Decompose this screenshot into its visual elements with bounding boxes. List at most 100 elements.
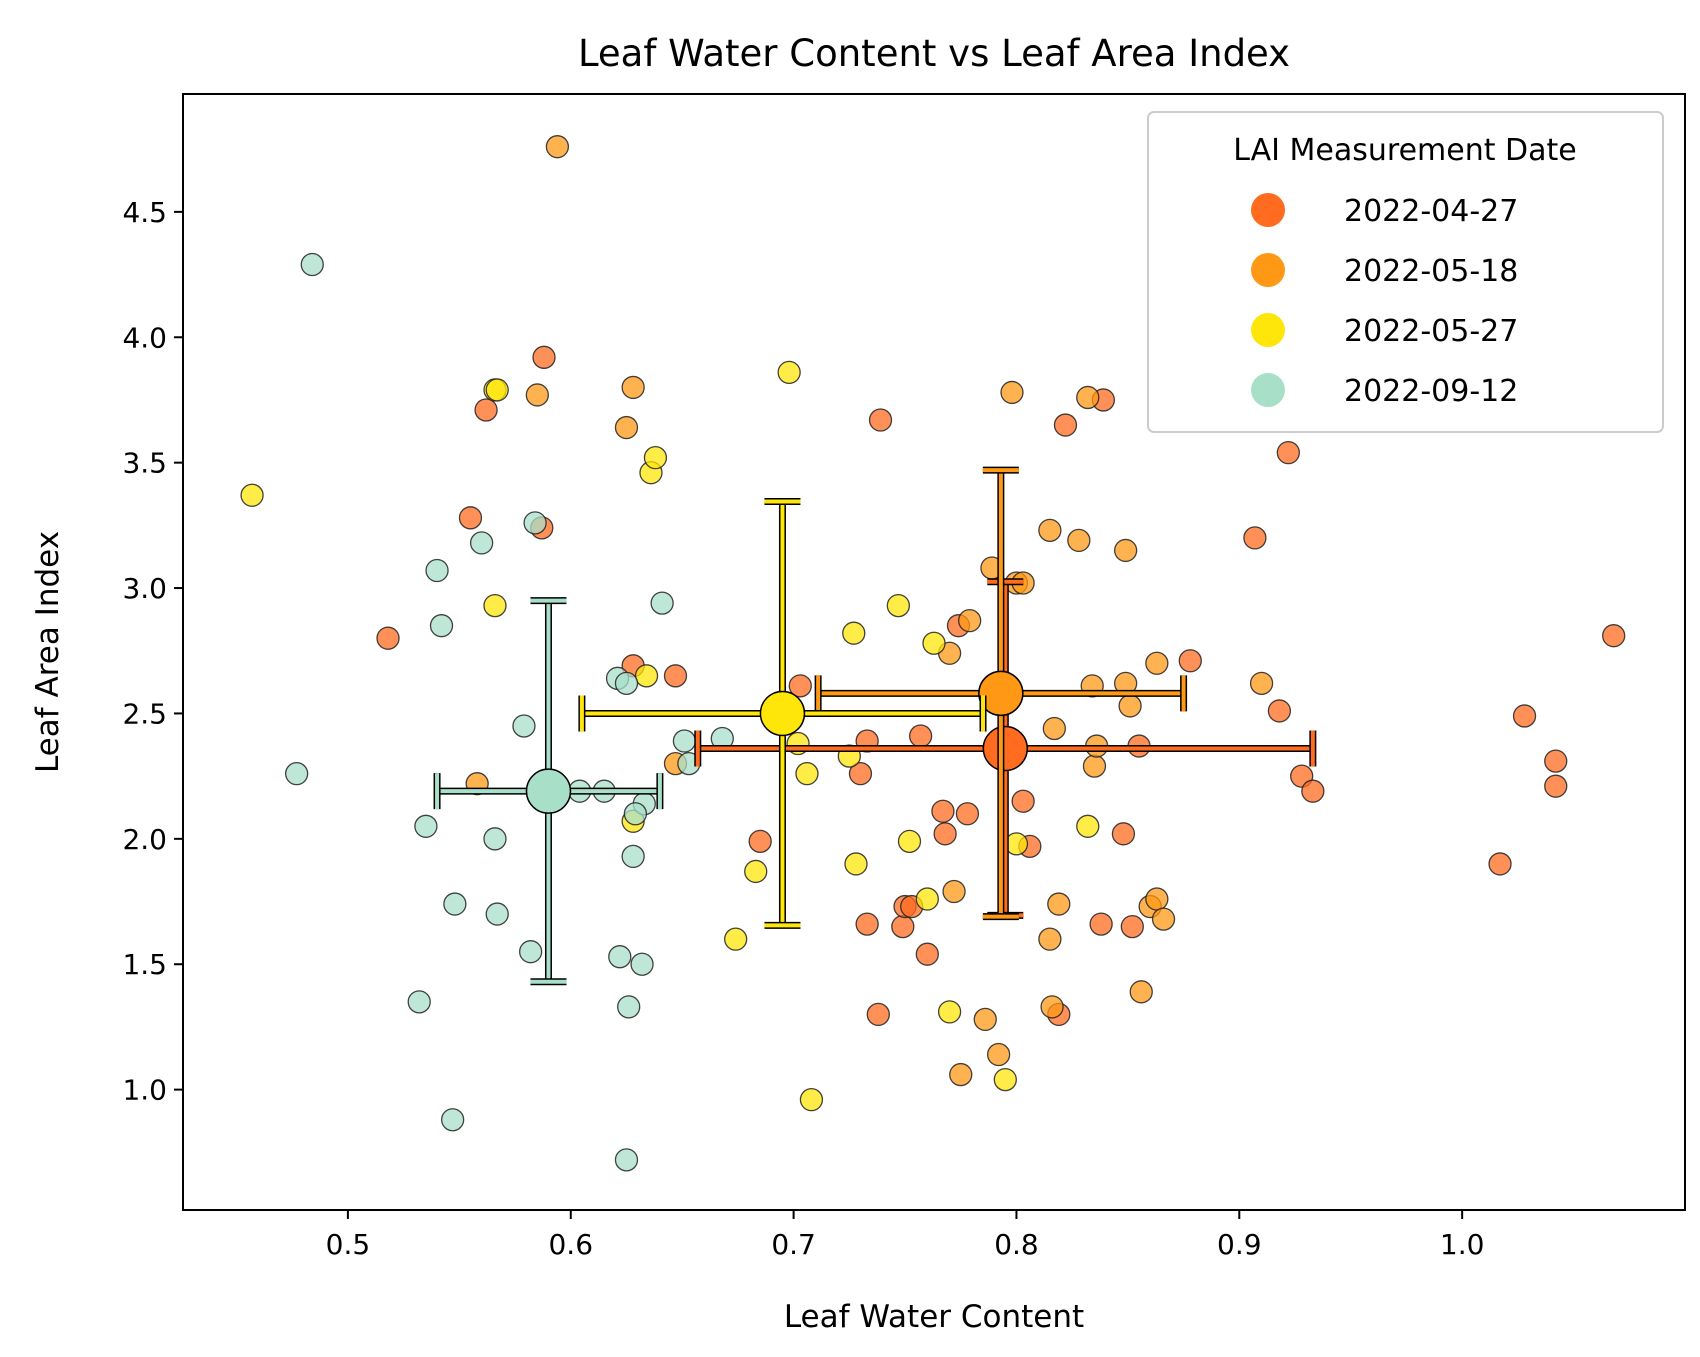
data-point bbox=[485, 902, 509, 926]
data-point bbox=[986, 1042, 1011, 1067]
data-point bbox=[525, 383, 549, 407]
x-tick-label: 0.7 bbox=[771, 1228, 816, 1261]
data-point bbox=[799, 1088, 824, 1112]
data-point bbox=[777, 360, 801, 385]
data-point bbox=[512, 714, 536, 738]
y-axis-label: Leaf Area Index bbox=[30, 531, 66, 773]
data-point bbox=[1544, 749, 1568, 773]
data-point bbox=[908, 724, 933, 748]
data-point bbox=[650, 591, 674, 615]
y-tick-label: 1.5 bbox=[122, 948, 167, 981]
mean-marker bbox=[982, 725, 1029, 772]
data-point bbox=[376, 626, 400, 650]
data-point bbox=[1076, 385, 1100, 410]
mean-errorbar-2022-05-18 bbox=[814, 466, 1188, 921]
data-point bbox=[474, 398, 498, 422]
plot-area bbox=[240, 135, 1626, 1172]
data-point bbox=[1040, 995, 1064, 1019]
data-point bbox=[621, 375, 645, 400]
data-point bbox=[897, 829, 922, 853]
data-point bbox=[886, 593, 910, 618]
y-tick-label: 3.5 bbox=[122, 447, 167, 480]
data-point bbox=[949, 1062, 973, 1087]
mean-errorbar-2022-04-27 bbox=[694, 578, 1317, 919]
data-point bbox=[429, 614, 454, 638]
y-tick-label: 2.0 bbox=[122, 823, 167, 856]
legend-marker bbox=[1251, 253, 1285, 287]
data-point bbox=[788, 674, 812, 698]
mean-marker bbox=[759, 690, 806, 737]
data-point bbox=[1011, 789, 1035, 813]
data-point bbox=[545, 135, 570, 159]
x-axis-label: Leaf Water Content bbox=[784, 1299, 1084, 1335]
mean-marker bbox=[525, 768, 572, 814]
data-point bbox=[523, 511, 547, 535]
chart-title: Leaf Water Content vs Leaf Area Index bbox=[578, 32, 1290, 75]
data-point bbox=[440, 1108, 465, 1132]
data-point bbox=[1038, 518, 1062, 543]
data-point bbox=[1047, 892, 1071, 916]
data-point bbox=[844, 852, 868, 876]
data-point bbox=[1113, 538, 1138, 563]
data-point bbox=[922, 631, 946, 655]
error-bars-layer bbox=[433, 466, 1317, 986]
data-point bbox=[663, 664, 688, 688]
data-point bbox=[1067, 528, 1091, 553]
data-point bbox=[485, 378, 509, 402]
data-point bbox=[285, 761, 309, 786]
x-tick-label: 1.0 bbox=[1440, 1228, 1485, 1261]
data-point bbox=[933, 822, 957, 846]
data-point bbox=[672, 729, 697, 753]
data-point bbox=[1243, 526, 1267, 550]
data-point bbox=[748, 829, 772, 853]
data-point bbox=[483, 827, 507, 851]
data-point bbox=[795, 761, 819, 786]
data-point bbox=[993, 1067, 1017, 1092]
data-point bbox=[942, 879, 966, 904]
mean-marker bbox=[978, 670, 1024, 717]
data-point bbox=[614, 1148, 639, 1172]
data-point bbox=[1145, 887, 1169, 911]
data-point bbox=[623, 802, 648, 826]
mean-errorbar-2022-09-12 bbox=[433, 597, 664, 986]
data-point bbox=[855, 912, 879, 936]
legend-marker bbox=[1251, 373, 1285, 407]
data-point bbox=[724, 927, 748, 951]
data-point bbox=[643, 445, 668, 470]
y-tick-label: 4.5 bbox=[122, 196, 167, 229]
x-tick-label: 0.6 bbox=[548, 1228, 593, 1261]
data-point bbox=[1544, 774, 1568, 798]
legend-label: 2022-05-18 bbox=[1344, 254, 1518, 289]
y-tick-label: 3.0 bbox=[122, 572, 167, 605]
x-tick-label: 0.5 bbox=[326, 1228, 371, 1261]
y-tick-label: 2.5 bbox=[122, 697, 167, 730]
data-point bbox=[866, 1002, 890, 1027]
data-point bbox=[443, 892, 467, 916]
y-tick-label: 4.0 bbox=[122, 321, 167, 354]
legend-label: 2022-05-27 bbox=[1344, 314, 1518, 349]
data-point bbox=[614, 671, 639, 695]
data-point bbox=[1178, 649, 1202, 673]
legend-marker bbox=[1251, 193, 1285, 227]
y-axis-ticks: 1.0 1.5 2.0 2.5 3.0 3.5 4.0 4.5 bbox=[122, 196, 183, 1107]
data-point bbox=[1151, 907, 1176, 931]
data-point bbox=[425, 558, 449, 583]
data-point bbox=[1042, 716, 1066, 741]
data-point bbox=[1602, 624, 1626, 648]
data-point bbox=[937, 1000, 962, 1024]
legend-label: 2022-04-27 bbox=[1344, 194, 1518, 229]
x-tick-label: 0.9 bbox=[1217, 1228, 1262, 1261]
data-point bbox=[868, 408, 893, 432]
data-point bbox=[842, 621, 866, 645]
data-point bbox=[1120, 914, 1144, 939]
data-point bbox=[1301, 779, 1325, 803]
data-point bbox=[634, 664, 659, 688]
legend-label: 2022-09-12 bbox=[1344, 374, 1518, 409]
data-point bbox=[915, 887, 939, 911]
data-point bbox=[518, 940, 543, 964]
data-point bbox=[469, 531, 494, 555]
data-point bbox=[407, 990, 431, 1014]
data-point bbox=[300, 252, 324, 277]
data-point bbox=[630, 952, 654, 976]
